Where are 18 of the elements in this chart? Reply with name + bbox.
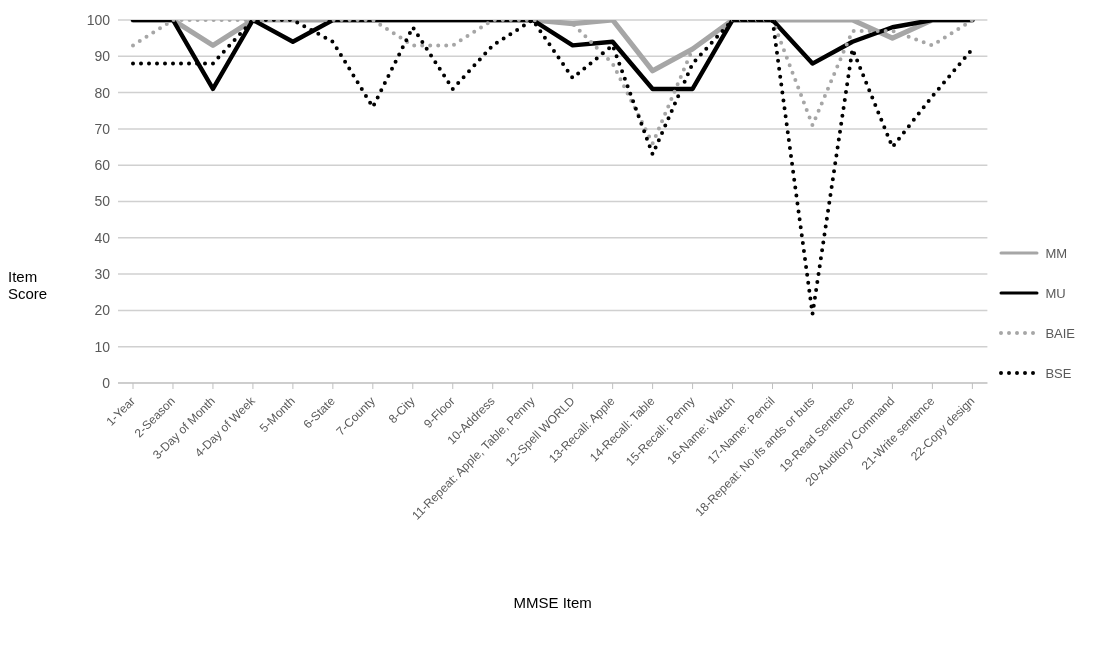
y-axis-title: Item Score <box>8 268 49 302</box>
y-tick-label: 20 <box>94 302 111 319</box>
x-axis-title: MMSE Item <box>513 594 592 611</box>
legend-label: MU <box>1045 285 1066 301</box>
y-tick-label: 80 <box>94 84 111 101</box>
y-tick-label: 90 <box>94 48 111 65</box>
y-tick-label: 100 <box>86 11 111 28</box>
y-tick-label: 40 <box>94 229 111 246</box>
y-tick-label: 10 <box>94 338 111 355</box>
y-tick-label: 60 <box>94 157 111 174</box>
legend-label: MM <box>1045 245 1068 261</box>
y-tick-label: 0 <box>102 374 111 391</box>
y-tick-label: 30 <box>94 266 111 283</box>
y-tick-label: 50 <box>94 193 111 210</box>
line-series <box>131 20 975 317</box>
legend-label: BAIE <box>1045 325 1075 341</box>
legend-label: BSE <box>1045 365 1072 381</box>
y-tick-label: 70 <box>94 120 111 137</box>
